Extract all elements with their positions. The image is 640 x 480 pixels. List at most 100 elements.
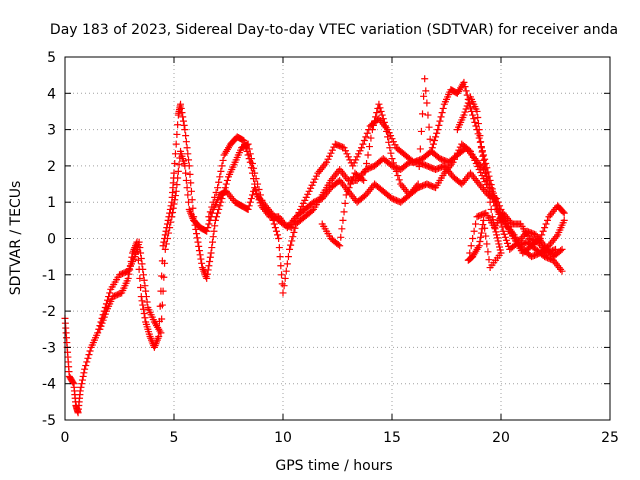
- data-point: [348, 176, 356, 184]
- data-point: [380, 118, 388, 126]
- data-point: [429, 140, 437, 148]
- data-point: [69, 378, 77, 386]
- data-point: [171, 150, 179, 158]
- data-point: [484, 184, 492, 192]
- data-point: [361, 168, 369, 176]
- data-point: [558, 267, 566, 275]
- data-point: [489, 189, 497, 197]
- data-point: [371, 117, 379, 125]
- data-point: [163, 220, 171, 228]
- data-point: [488, 213, 496, 221]
- data-point: [476, 238, 484, 246]
- data-point: [436, 117, 444, 125]
- data-point: [177, 104, 185, 112]
- data-point: [210, 227, 218, 235]
- data-point: [187, 179, 195, 187]
- data-point: [81, 365, 89, 373]
- data-point: [419, 110, 427, 118]
- data-point: [550, 246, 558, 254]
- data-point: [245, 202, 253, 210]
- data-point: [182, 132, 190, 140]
- data-point: [349, 162, 357, 170]
- data-point: [461, 108, 469, 116]
- data-point: [484, 248, 492, 256]
- data-point: [302, 193, 310, 201]
- y-tick-label: 3: [47, 123, 56, 139]
- data-point: [245, 155, 253, 163]
- data-point: [422, 87, 430, 95]
- y-tick-label: 1: [47, 195, 56, 211]
- data-point: [185, 162, 193, 170]
- data-point: [414, 180, 422, 188]
- data-point: [205, 262, 213, 270]
- data-point: [485, 172, 493, 180]
- data-point: [362, 133, 370, 141]
- data-point: [133, 238, 141, 246]
- data-point: [278, 271, 286, 279]
- data-point: [243, 147, 251, 155]
- data-point: [466, 255, 474, 263]
- data-point: [246, 158, 254, 166]
- data-point: [217, 167, 225, 175]
- data-point: [246, 198, 254, 206]
- data-point: [493, 231, 501, 239]
- data-point: [492, 228, 500, 236]
- data-point: [363, 159, 371, 167]
- data-point: [424, 111, 432, 119]
- data-point: [301, 196, 309, 204]
- data-point: [218, 162, 226, 170]
- data-point: [342, 191, 350, 199]
- y-tick-label: 2: [47, 159, 56, 175]
- data-point: [141, 314, 149, 322]
- data-point: [469, 111, 477, 119]
- data-point: [340, 144, 348, 152]
- data-point: [420, 92, 428, 100]
- data-point: [344, 153, 352, 161]
- data-point: [369, 121, 377, 129]
- y-tick-label: -5: [42, 413, 56, 429]
- data-point: [336, 242, 344, 250]
- data-point: [172, 187, 180, 195]
- data-point: [427, 147, 435, 155]
- data-point: [183, 144, 191, 152]
- data-point: [291, 224, 299, 232]
- data-point: [84, 354, 92, 362]
- y-tick-label: 4: [47, 86, 56, 102]
- data-point: [338, 225, 346, 233]
- data-point: [395, 176, 403, 184]
- data-point: [209, 198, 217, 206]
- data-point: [141, 282, 149, 290]
- data-point: [474, 114, 482, 121]
- data-point: [248, 169, 256, 177]
- data-point: [307, 184, 315, 192]
- data-point: [491, 225, 499, 233]
- data-point: [359, 140, 367, 148]
- data-point: [143, 298, 151, 306]
- data-point: [438, 109, 446, 117]
- data-point: [173, 181, 181, 189]
- data-point: [175, 161, 183, 169]
- data-point: [288, 224, 296, 232]
- data-point: [241, 140, 249, 148]
- data-point: [247, 195, 255, 203]
- data-point: [291, 218, 299, 226]
- data-point: [280, 282, 288, 290]
- data-point: [341, 199, 349, 207]
- data-point: [539, 227, 547, 235]
- data-point: [140, 276, 148, 284]
- data-point: [433, 129, 441, 137]
- data-point: [240, 136, 248, 144]
- data-point: [467, 242, 475, 250]
- data-point: [186, 170, 194, 178]
- x-tick-label: 0: [61, 430, 70, 446]
- data-point: [376, 104, 384, 112]
- y-tick-label: -1: [42, 268, 56, 284]
- data-point: [203, 227, 211, 235]
- data-point: [100, 313, 108, 321]
- data-point: [493, 202, 501, 210]
- data-point: [421, 75, 429, 83]
- data-point: [460, 78, 468, 86]
- data-point: [465, 256, 473, 264]
- data-point: [279, 289, 287, 297]
- data-point: [216, 173, 224, 181]
